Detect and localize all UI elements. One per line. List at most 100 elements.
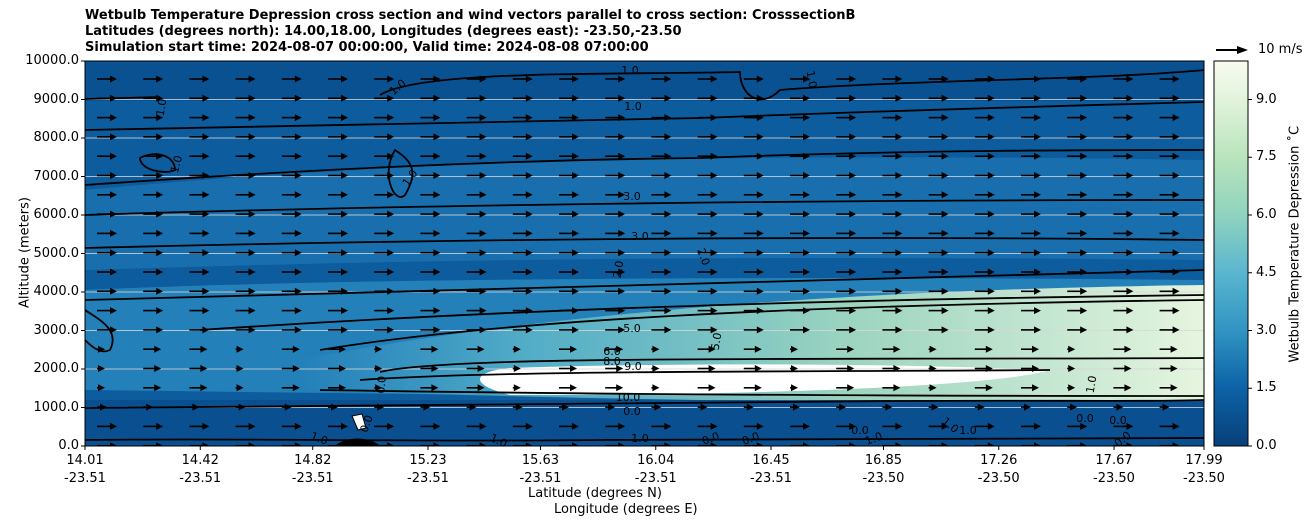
x-tick-lon: -23.51 (519, 471, 562, 486)
wind-vector-head (618, 133, 626, 141)
wind-vector-head (294, 75, 302, 83)
wind-vector-head (652, 345, 660, 353)
wind-vector-head (1080, 75, 1088, 83)
wind-vector-head (803, 133, 810, 141)
x-tick-label: 17.99 -23.50 (1164, 452, 1244, 488)
wind-vector-head (849, 172, 857, 179)
wind-vector-head (154, 365, 162, 372)
x-tick-label: 15.63 -23.51 (500, 452, 580, 488)
wind-vector-head (1170, 345, 1178, 353)
wind-vector-head (618, 75, 626, 83)
wind-vector-head (525, 442, 533, 446)
wind-vector-head (562, 403, 569, 411)
wind-vector-head (941, 307, 949, 315)
wind-vector-head (156, 422, 164, 430)
wind-vector-head (249, 462, 256, 469)
wind-vector-head (849, 268, 857, 276)
wind-vector-head (618, 114, 626, 122)
wind-vector-head (700, 403, 708, 411)
x-tick-lat: 16.04 (637, 453, 675, 468)
x-tick-label: 15.23 -23.51 (388, 452, 468, 488)
wind-vector-head (433, 268, 441, 276)
wind-vector-head (248, 191, 256, 199)
wind-vector-head (1126, 114, 1134, 122)
x-tick-label: 16.85 -23.50 (843, 452, 923, 488)
wind-vector-head (433, 94, 441, 102)
wind-vector-head (202, 75, 210, 83)
wind-vector-head (156, 75, 164, 83)
contour-label: 0.0 (623, 405, 641, 418)
y-tick-label: 2000.0 (33, 361, 80, 376)
wind-vector-head (202, 114, 210, 122)
wind-vector-head (433, 307, 441, 315)
y-axis-ticks (81, 60, 85, 447)
wind-vector-head (525, 287, 533, 295)
wind-vector-head (849, 114, 857, 122)
wind-vector-head (1172, 287, 1180, 295)
contour-label: 6.0 (603, 345, 621, 358)
wind-vector-head (849, 442, 857, 446)
wind-vector-head (756, 133, 764, 141)
wind-vector-head (1172, 133, 1180, 141)
wind-vector-head (941, 133, 949, 141)
wind-vector-head (525, 191, 533, 199)
wind-vector-head (1172, 229, 1180, 237)
wind-vector-head (1024, 403, 1031, 411)
wind-vector-head (431, 384, 439, 392)
wind-vector-head (156, 307, 164, 315)
wind-vector-head (202, 133, 210, 141)
wind-vector-head (156, 191, 164, 199)
wind-vector-head (248, 152, 256, 160)
wind-vector-head (987, 287, 995, 295)
wind-vector-head (294, 307, 302, 315)
wind-vector-head (1124, 365, 1132, 372)
wind-vector-head (849, 249, 857, 257)
wind-vector-head (433, 442, 441, 446)
wind-vector-head (433, 422, 441, 430)
wind-vector-head (654, 403, 662, 411)
wind-vector-head (1172, 307, 1180, 315)
wind-vector-head (202, 210, 210, 218)
wind-vector-head (477, 365, 485, 372)
wind-vector-head (294, 133, 302, 141)
wind-vector-head (1070, 403, 1078, 411)
wind-vector-head (1126, 94, 1134, 102)
wind-vector-head (849, 229, 857, 237)
wind-vector-head (985, 384, 993, 392)
wind-vector-head (616, 345, 624, 353)
wind-vector-head (1172, 442, 1180, 446)
wind-vector-head (941, 268, 949, 276)
wind-vector-head (110, 114, 117, 122)
wind-vector-head (1034, 191, 1041, 199)
wind-vector-head (756, 114, 764, 122)
wind-vector-head (1116, 403, 1124, 411)
wind-vector-head (331, 403, 338, 411)
wind-vector-head (525, 229, 533, 237)
wind-vector-head (1080, 152, 1088, 160)
x-tick-lat: 14.82 (294, 453, 332, 468)
wind-vector-head (1172, 326, 1180, 334)
wind-vector-head (895, 172, 903, 179)
wind-vector-head (572, 287, 579, 295)
wind-vector-head (110, 442, 117, 446)
wind-vector-head (525, 307, 533, 315)
wind-vector-head (1080, 422, 1088, 430)
wind-vector-head (572, 94, 579, 102)
wind-vector-head (618, 94, 626, 102)
colorbar-tick-label: 0.0 (1256, 438, 1277, 453)
colorbar-tick-label: 6.0 (1256, 207, 1277, 222)
wind-vector-head (572, 191, 579, 199)
wind-vector-head (433, 210, 441, 218)
wind-vector-head (377, 403, 385, 411)
wind-vector-head (1126, 210, 1134, 218)
wind-vector-head (98, 345, 105, 353)
wind-vector-head (431, 365, 439, 372)
wind-vector-head (895, 114, 903, 122)
wind-vector-head (433, 114, 441, 122)
wind-vector-head (156, 287, 164, 295)
wind-vector-head (895, 94, 903, 102)
wind-vector-head (849, 210, 857, 218)
wind-vector-head (664, 307, 672, 315)
wind-vector-head (1080, 172, 1088, 179)
x-tick-lat: 16.45 (752, 453, 790, 468)
